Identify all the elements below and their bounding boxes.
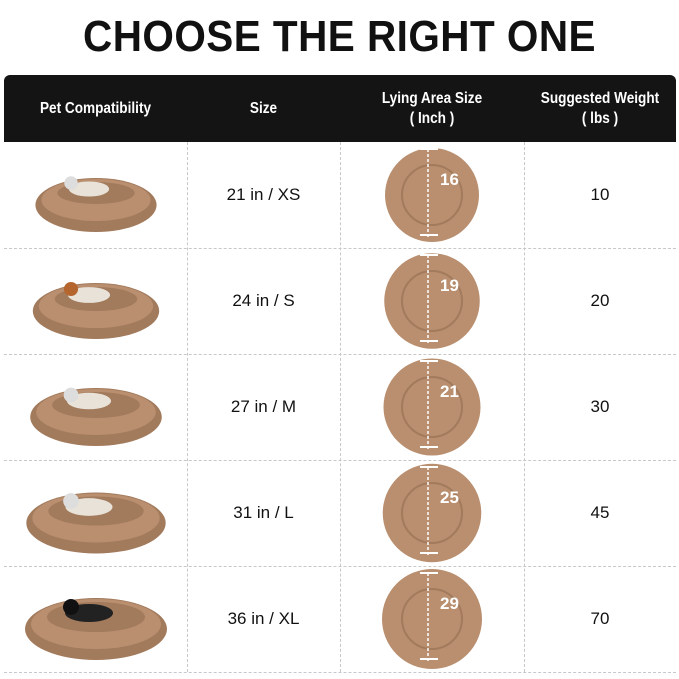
table-row: 21 in / XS 16 10 — [4, 142, 676, 249]
lying-area-value: 29 — [440, 594, 459, 613]
lying-area-value: 19 — [440, 276, 459, 295]
table-header: Pet Compatibility Size Lying Area Size (… — [4, 75, 676, 142]
table-row: 31 in / L 25 45 — [4, 460, 676, 567]
weight-value: 10 — [590, 185, 610, 204]
pet-bed-photo — [4, 460, 187, 566]
weight-value: 20 — [590, 291, 610, 310]
column-divider — [524, 142, 525, 672]
header-weight-label: Suggested Weight — [540, 89, 660, 107]
lying-area-value: 25 — [440, 488, 459, 507]
page-title: CHOOSE THE RIGHT ONE — [83, 12, 596, 61]
lying-area-diagram: 16 — [340, 142, 524, 248]
table-row: 36 in / XL 29 70 — [4, 566, 676, 673]
lying-area-value: 16 — [440, 170, 459, 189]
pet-bed-photo — [4, 354, 187, 460]
weight-value: 30 — [590, 397, 610, 416]
size-value: 36 in / XL — [227, 609, 300, 628]
table-row: 27 in / M 21 30 — [4, 354, 676, 461]
pet-bed-border-collie-image — [24, 598, 167, 660]
header-lying-unit: ( Inch ) — [409, 109, 455, 127]
bed-top-view-icon: 19 — [384, 253, 480, 349]
size-value: 24 in / S — [232, 291, 295, 310]
size-value: 27 in / M — [230, 397, 297, 416]
bed-top-view-icon: 16 — [385, 148, 479, 242]
pet-bed-photo — [4, 142, 187, 248]
weight-value: 70 — [590, 609, 610, 628]
bed-top-view-icon: 25 — [382, 463, 482, 563]
pet-bed-french-bulldog-image — [29, 387, 162, 446]
column-divider — [340, 142, 341, 672]
size-value: 21 in / XS — [226, 185, 301, 204]
weight-value: 45 — [590, 503, 610, 522]
bed-top-view-icon: 29 — [382, 569, 482, 669]
lying-area-diagram: 19 — [340, 248, 524, 354]
lying-area-diagram: 29 — [340, 566, 524, 672]
table-row: 24 in / S 19 20 — [4, 248, 676, 355]
header-weight-unit: ( lbs ) — [581, 109, 619, 127]
pet-bed-photo — [4, 248, 187, 354]
header-lying-label: Lying Area Size — [381, 89, 483, 107]
bed-top-view-icon: 21 — [383, 358, 481, 456]
pet-bed-poodle-image — [32, 281, 159, 339]
header-lying-area: Lying Area Size ( Inch ) — [354, 75, 510, 142]
column-divider — [187, 142, 188, 672]
pet-bed-cat-image — [34, 176, 157, 232]
pet-bed-small-dog-image — [25, 492, 166, 554]
header-weight: Suggested Weight ( lbs ) — [535, 75, 664, 142]
lying-area-value: 21 — [440, 382, 459, 401]
header-pet-compatibility: Pet Compatibility — [39, 99, 152, 117]
size-value: 31 in / L — [233, 503, 294, 522]
header-size: Size — [249, 99, 278, 117]
pet-bed-photo — [4, 566, 187, 672]
lying-area-diagram: 21 — [340, 354, 524, 460]
lying-area-diagram: 25 — [340, 460, 524, 566]
